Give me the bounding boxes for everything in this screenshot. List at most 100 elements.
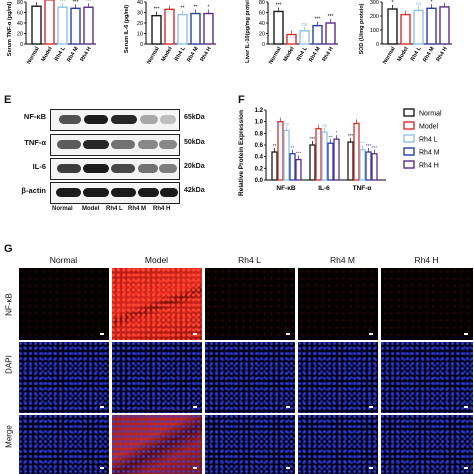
micrograph-dapi-3 [298, 342, 378, 413]
x-tick-label: Rh4 M [308, 46, 322, 64]
blot-label-actin: β-actin [21, 186, 46, 195]
significance-mark: *** [276, 2, 282, 8]
significance-mark: ** [273, 143, 277, 149]
bar [299, 30, 310, 45]
scale-bar [369, 467, 373, 469]
micrograph-nfb-0 [19, 268, 109, 340]
significance-mark: *** [60, 0, 66, 4]
x-tick-label: Rh4 M [422, 46, 436, 64]
band [83, 164, 109, 173]
bar [439, 6, 450, 45]
band [159, 140, 177, 149]
column-label-rh4h: Rh4 H [414, 255, 439, 265]
legend-label: Normal [419, 111, 442, 118]
bar [413, 9, 424, 45]
y-tick-label: 20 [259, 32, 265, 38]
x-tick-label: Rh4 H [200, 46, 213, 63]
significance-mark: *** [372, 145, 378, 151]
scale-bar [286, 406, 290, 408]
y-tick-label: 40 [17, 21, 23, 27]
y-tick-label: 0.4 [255, 155, 264, 161]
blot-row-nfkb [50, 109, 180, 131]
bar [203, 12, 214, 45]
blot-row-il6 [50, 158, 180, 180]
x-tick-label: Normal [268, 46, 283, 66]
bar [387, 8, 398, 45]
bar [190, 12, 201, 45]
band [84, 115, 108, 124]
band [160, 115, 176, 124]
y-tick-label: 10 [137, 32, 143, 38]
band [138, 188, 159, 197]
significance-mark: * [208, 5, 210, 11]
band [160, 188, 178, 197]
band [57, 164, 81, 173]
band [111, 188, 136, 197]
significance-mark: ** [329, 134, 333, 140]
row-label-nfkb: NF-κB [4, 293, 14, 316]
x-tick-label: Model [161, 46, 174, 63]
bar [321, 131, 328, 181]
row-label-merge: Merge [4, 425, 14, 448]
x-tick-label: Rh4 L [410, 45, 423, 62]
y-tick-label: 0.0 [255, 178, 264, 184]
y-axis-label: Serum IL-6 (pg/ml) [124, 5, 130, 53]
micrograph-merge-4 [381, 415, 473, 474]
micrograph-dapi-0 [19, 342, 109, 413]
band [140, 115, 158, 124]
bar [359, 149, 366, 181]
blot-row-actin [50, 182, 180, 204]
band [59, 115, 81, 124]
relative-protein-chart: 1.2 1.0 0.8 0.6 0.4 0.2 0.0 Relative Protein Ex… [238, 108, 442, 196]
x-tick-label: Model [41, 46, 54, 63]
blot-label-tnfa: TNF-α [24, 138, 46, 147]
legend-label: Rh4 H [419, 163, 439, 170]
legend-swatch [403, 147, 415, 156]
y-tick-label: 40 [137, 0, 143, 6]
legend-swatch [403, 108, 415, 117]
x-tick-label: Normal [26, 46, 41, 66]
blot-row-tnfa [50, 134, 180, 156]
x-tick-label: Rh4 L [54, 45, 67, 62]
bar [312, 24, 323, 45]
x-tick-label: Model [283, 46, 296, 63]
legend-label: Rh4 M [419, 150, 440, 157]
significance-mark: *** [366, 143, 372, 149]
bar [164, 8, 175, 45]
bar [273, 10, 284, 45]
y-tick-label: 80 [259, 0, 265, 6]
blot-label-nfkb: NF-κB [23, 112, 46, 121]
band [111, 164, 135, 173]
micrograph-nfb-4 [381, 268, 473, 340]
y-axis-label: SOD (U/mg protein) [359, 3, 365, 54]
micrograph-nfb-1 [112, 268, 202, 340]
scale-bar [369, 406, 373, 408]
bar [283, 129, 290, 181]
scale-bar [286, 467, 290, 469]
micrograph-merge-3 [298, 415, 378, 474]
significance-mark: *** [315, 17, 321, 23]
bar [31, 5, 42, 45]
top-panel-3: 300 200 100 0 SOD (U/mg protein) * Normal Model… [359, 0, 452, 65]
panel-e-letter: E [4, 94, 12, 106]
bar [289, 153, 296, 181]
micrograph-merge-1 [112, 415, 202, 474]
bar [70, 7, 81, 45]
band [111, 115, 137, 124]
kda-actin: 42kDa [184, 187, 205, 194]
y-tick-label: 20 [17, 32, 23, 38]
x-tick-label: TNF-α [353, 185, 372, 192]
column-label-normal: Normal [49, 255, 78, 265]
micrograph-merge-0 [19, 415, 109, 474]
significance-mark: ** [35, 0, 39, 3]
lane-label-model: Model [82, 206, 100, 212]
scale-bar [464, 333, 468, 335]
x-tick-label: Rh4 H [322, 46, 335, 63]
significance-mark: ns [322, 124, 328, 129]
y-tick-label: 0 [140, 42, 143, 48]
y-axis-label: Relative Protein Expression [238, 110, 245, 196]
bar [347, 141, 354, 181]
y-tick-label: 60 [259, 11, 265, 17]
micrograph-nfb-3 [298, 268, 378, 340]
